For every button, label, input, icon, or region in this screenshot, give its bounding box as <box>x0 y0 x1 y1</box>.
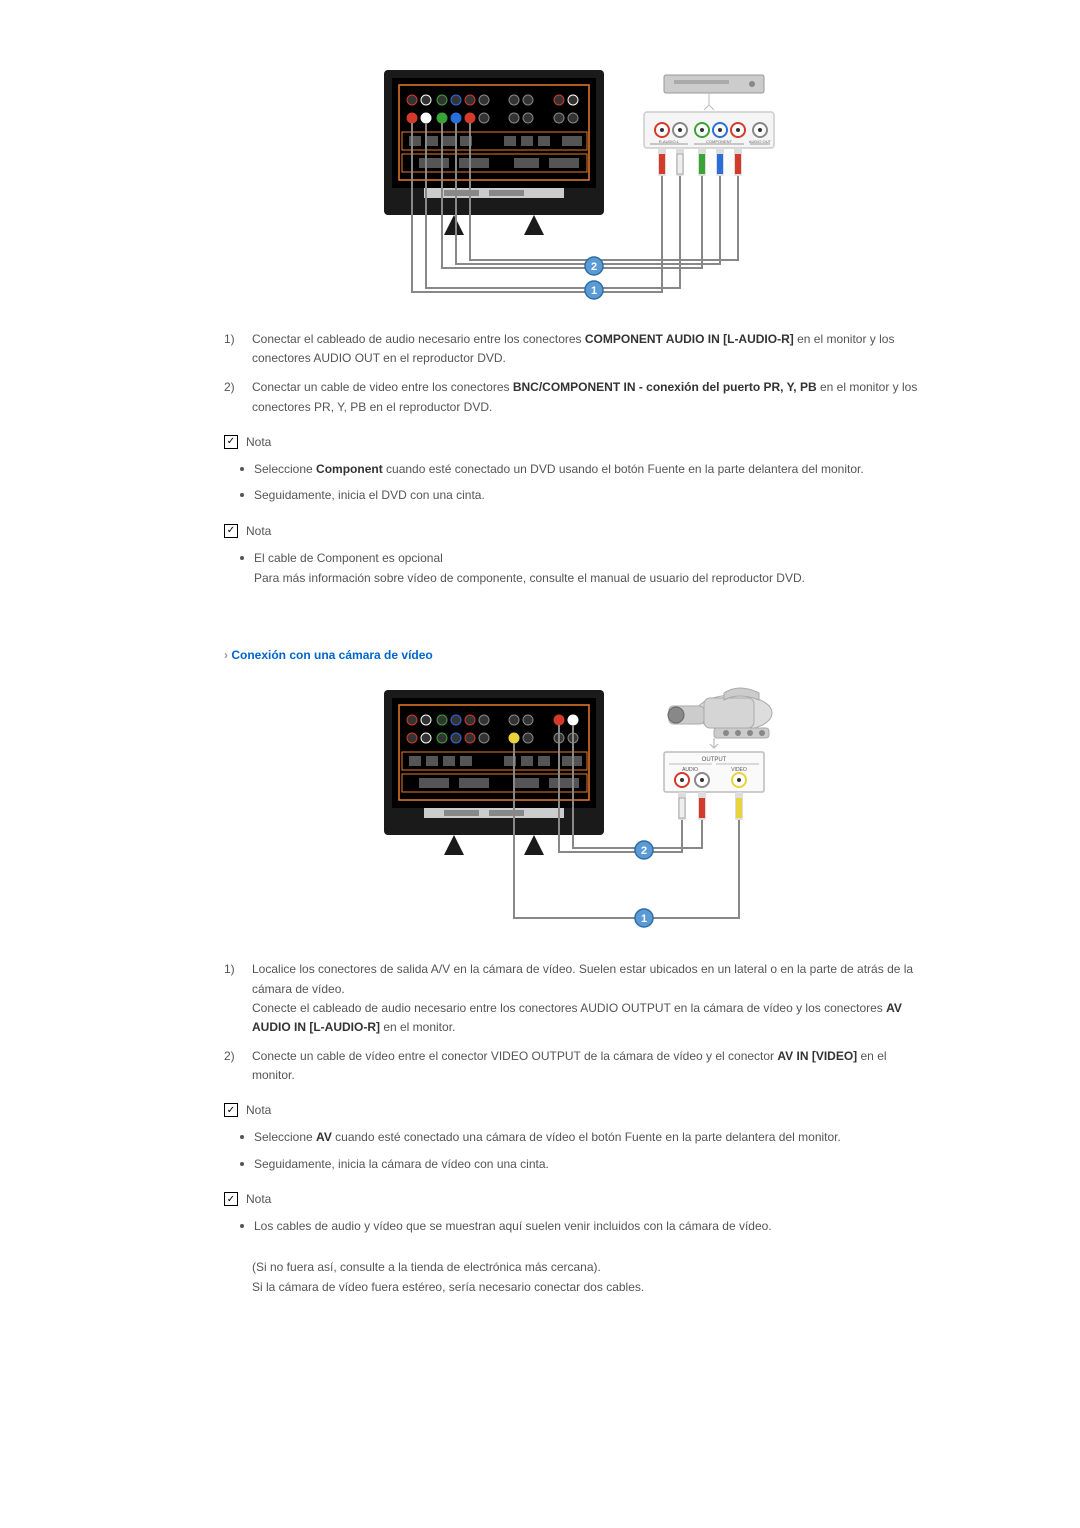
text: Si la cámara de vídeo fuera estéreo, ser… <box>252 1277 924 1297</box>
list-item: Seguidamente, inicia el DVD con una cint… <box>240 485 924 505</box>
checkbox-icon: ✓ <box>224 435 238 449</box>
note-label: Nota <box>246 1192 271 1206</box>
text: Conecte el cableado de audio necesario e… <box>252 1001 886 1015</box>
list-item: Los cables de audio y vídeo que se muest… <box>240 1216 924 1236</box>
bullet-icon <box>240 556 244 560</box>
note-heading: ✓ Nota <box>224 435 924 449</box>
svg-text:OUTPUT: OUTPUT <box>702 757 727 763</box>
checkbox-icon: ✓ <box>224 1103 238 1117</box>
note-heading: ✓ Nota <box>224 1103 924 1117</box>
bullet-icon <box>240 493 244 497</box>
text: cuando esté conectado una cámara de víde… <box>332 1130 841 1144</box>
step-2: 2) Conectar un cable de video entre los … <box>224 378 924 416</box>
text: Seleccione <box>254 462 316 476</box>
svg-text:AUDIO OUT: AUDIO OUT <box>749 139 772 144</box>
step-2: 2) Conecte un cable de vídeo entre el co… <box>224 1047 924 1085</box>
text-bold: BNC/COMPONENT IN - conexión del puerto P… <box>513 380 817 394</box>
note-heading: ✓ Nota <box>224 524 924 538</box>
text-bold: COMPONENT AUDIO IN [L-AUDIO-R] <box>585 332 794 346</box>
step-number: 2) <box>224 1047 252 1085</box>
text: Seguidamente, inicia el DVD con una cint… <box>254 485 924 505</box>
text: Conectar el cableado de audio necesario … <box>252 332 585 346</box>
svg-text:COMPONENT: COMPONENT <box>706 139 733 144</box>
text: Conecte un cable de vídeo entre el conec… <box>252 1049 777 1063</box>
step-number: 2) <box>224 378 252 416</box>
diagram-dvd-component: R-AUDIO-L COMPONENT AUDIO OUT 1 2 <box>364 60 784 300</box>
text: cuando esté conectado un DVD usando el b… <box>383 462 864 476</box>
svg-text:1: 1 <box>641 913 647 925</box>
bullet-icon <box>240 1224 244 1228</box>
text: Conectar un cable de video entre los con… <box>252 380 513 394</box>
text: Localice los conectores de salida A/V en… <box>252 960 924 998</box>
step-1: 1) Conectar el cableado de audio necesar… <box>224 330 924 368</box>
step-number: 1) <box>224 330 252 368</box>
bullet-icon <box>240 467 244 471</box>
checkbox-icon: ✓ <box>224 524 238 538</box>
text: Seleccione <box>254 1130 316 1144</box>
step-1: 1) Localice los conectores de salida A/V… <box>224 960 924 1037</box>
bullet-icon <box>240 1162 244 1166</box>
svg-text:1: 1 <box>591 285 597 297</box>
text-bold: AV <box>316 1130 332 1144</box>
text: Los cables de audio y vídeo que se muest… <box>254 1216 924 1236</box>
bullet-icon <box>240 1135 244 1139</box>
note-label: Nota <box>246 435 271 449</box>
list-item: Seleccione AV cuando esté conectado una … <box>240 1127 924 1147</box>
text: Para más información sobre vídeo de comp… <box>254 568 924 588</box>
checkbox-icon: ✓ <box>224 1192 238 1206</box>
list-item: El cable de Component es opcional Para m… <box>240 548 924 589</box>
list-item: Seleccione Component cuando esté conecta… <box>240 459 924 479</box>
svg-text:R-AUDIO-L: R-AUDIO-L <box>659 139 680 144</box>
text: (Si no fuera así, consulte a la tienda d… <box>252 1257 924 1277</box>
text-bold: Component <box>316 462 383 476</box>
text-bold: AV IN [VIDEO] <box>777 1049 857 1063</box>
text: El cable de Component es opcional <box>254 548 924 568</box>
step-number: 1) <box>224 960 252 1037</box>
text: en el monitor. <box>380 1020 455 1034</box>
note-heading: ✓ Nota <box>224 1192 924 1206</box>
note-label: Nota <box>246 524 271 538</box>
note-label: Nota <box>246 1103 271 1117</box>
svg-text:AUDIO: AUDIO <box>682 767 698 773</box>
svg-text:2: 2 <box>641 845 647 857</box>
section-title-camcorder: Conexión con una cámara de vídeo <box>224 648 924 662</box>
svg-text:2: 2 <box>591 261 597 273</box>
text: Seguidamente, inicia la cámara de vídeo … <box>254 1154 924 1174</box>
diagram-camcorder-av: OUTPUT AUDIO VIDEO 2 1 <box>364 680 784 930</box>
list-item: Seguidamente, inicia la cámara de vídeo … <box>240 1154 924 1174</box>
